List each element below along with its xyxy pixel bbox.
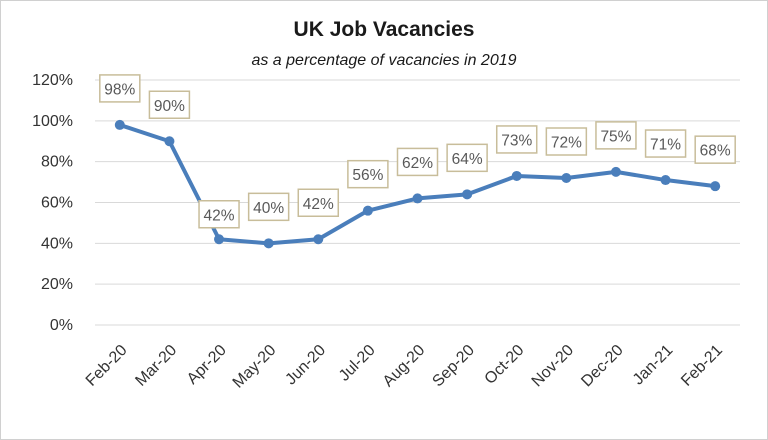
data-label-text: 71% [650, 137, 681, 154]
data-point [164, 136, 175, 147]
data-label-text: 42% [303, 196, 334, 213]
data-label: 73% [495, 125, 538, 154]
data-label: 42% [198, 200, 240, 229]
data-label-text: 73% [501, 132, 532, 149]
x-tick-label: Jun-20 [282, 342, 329, 389]
data-label-box [347, 159, 389, 189]
x-tick-label: May-20 [230, 342, 280, 392]
data-point [214, 234, 225, 245]
data-label-text: 98% [104, 81, 135, 98]
data-label-box [198, 200, 240, 229]
data-label: 64% [446, 143, 488, 173]
data-label: 56% [347, 159, 389, 189]
data-point [710, 181, 721, 192]
data-point [263, 238, 274, 249]
x-tick-label: Sep-20 [429, 342, 478, 391]
series-line [114, 119, 721, 249]
chart-title: UK Job Vacancies [293, 18, 475, 41]
y-tick-label: 80% [41, 154, 73, 171]
data-point [511, 170, 522, 181]
data-label-text: 68% [700, 143, 731, 160]
data-label: 42% [297, 188, 340, 217]
data-point [114, 119, 125, 130]
data-label-text: 64% [452, 151, 483, 168]
data-label-text: 72% [551, 135, 582, 152]
data-label-box [595, 121, 637, 150]
data-point [462, 189, 473, 200]
x-tick-label: Jan-21 [630, 342, 677, 389]
data-label: 68% [694, 135, 736, 164]
data-label-box [644, 129, 687, 158]
data-label-box [694, 135, 736, 164]
data-label-text: 42% [204, 207, 235, 224]
data-point [412, 193, 423, 204]
data-label: 98% [99, 74, 141, 103]
y-axis-ticks: 0% 20% 40% 60% 80% 100% 120% [32, 72, 73, 334]
data-label-box [148, 90, 191, 119]
data-label: 62% [396, 147, 439, 177]
data-label-text: 62% [402, 155, 433, 172]
data-label-text: 75% [600, 128, 631, 145]
data-label-box [495, 125, 538, 154]
x-tick-label: Oct-20 [482, 342, 528, 388]
data-label-text: 90% [154, 98, 185, 115]
x-tick-label: Apr-20 [184, 342, 230, 388]
data-label: 90% [148, 90, 191, 119]
x-tick-label: Feb-20 [83, 342, 131, 390]
x-tick-label: Dec-20 [578, 342, 627, 391]
y-tick-label: 120% [32, 72, 73, 89]
y-tick-label: 40% [41, 235, 73, 252]
x-tick-label: Aug-20 [380, 342, 429, 391]
data-point [660, 175, 671, 186]
data-label-box [247, 192, 290, 222]
data-label: 75% [595, 121, 637, 150]
data-point [610, 166, 621, 177]
y-tick-label: 20% [41, 276, 73, 293]
chart-subtitle: as a percentage of vacancies in 2019 [251, 52, 517, 69]
x-tick-label: Nov-20 [529, 342, 578, 391]
data-label-box [545, 127, 588, 156]
data-label-box [297, 188, 340, 217]
y-tick-label: 60% [41, 195, 73, 212]
data-label: 71% [644, 129, 687, 158]
data-label-text: 40% [253, 200, 284, 217]
data-point [362, 205, 373, 216]
y-tick-label: 0% [50, 317, 73, 334]
data-label-text: 56% [352, 167, 383, 184]
data-label: 72% [545, 127, 588, 156]
data-label-box [99, 74, 141, 103]
data-label-box [446, 143, 488, 173]
x-tick-label: Mar-20 [132, 342, 180, 390]
data-label-box [396, 147, 439, 177]
x-axis-ticks: Feb-20 Mar-20 Apr-20 May-20 Jun-20 Jul-20 Aug-… [83, 342, 726, 392]
y-tick-label: 100% [32, 113, 73, 130]
data-labels: 98% 90% 42% 40% 42% 56% 62% 64% 73% 72% 75% 71% 68% [99, 74, 736, 229]
data-point [313, 234, 324, 245]
x-tick-label: Feb-21 [678, 342, 726, 390]
data-point [561, 173, 572, 183]
data-label: 40% [247, 192, 290, 222]
x-tick-label: Jul-20 [336, 342, 379, 385]
